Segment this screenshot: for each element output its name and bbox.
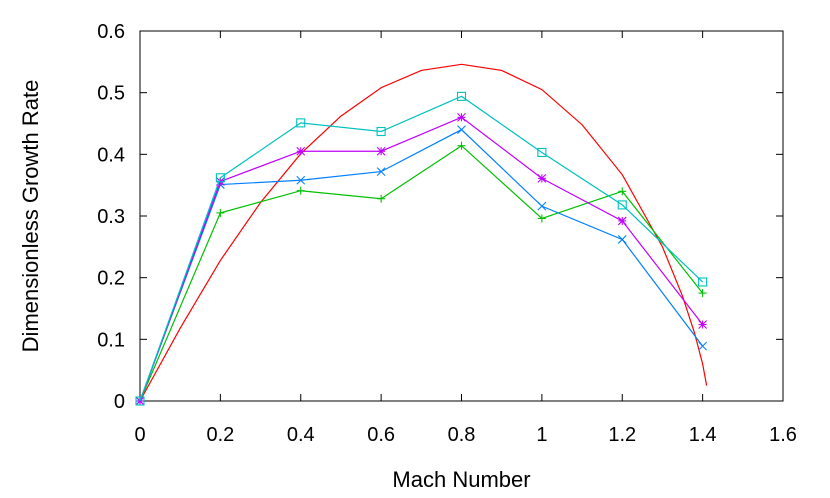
data-point <box>617 235 627 244</box>
data-point <box>537 201 547 211</box>
x-tick-label: 0.4 <box>287 424 315 446</box>
data-point <box>296 118 306 128</box>
data-point <box>618 187 627 196</box>
series-line <box>139 128 704 402</box>
x-tick-label: 1.4 <box>689 424 717 446</box>
y-tick-label: 0.3 <box>97 206 125 228</box>
data-point <box>457 125 466 135</box>
data-point <box>617 216 627 226</box>
x-tick-label: 0.8 <box>448 424 476 446</box>
curve-layer <box>139 63 708 402</box>
data-point <box>377 194 386 203</box>
data-point <box>215 173 225 183</box>
data-point <box>698 289 707 298</box>
series-line <box>139 95 704 402</box>
y-axis-label: Dimensionless Growth Rate <box>18 80 43 353</box>
axis-ticks: 0 0.2 0.4 0.6 0.8 1 1.2 1.4 1.6 0 0.1 0.2 0.3 0.4 0.5 0… <box>97 21 797 446</box>
data-point <box>376 146 386 156</box>
data-point <box>376 167 386 176</box>
data-point <box>456 91 467 101</box>
data-point <box>457 112 466 122</box>
y-tick-label: 0.2 <box>97 268 125 290</box>
data-point <box>135 396 145 406</box>
x-tick-label: 1.2 <box>608 424 636 446</box>
x-tick-label: 1 <box>536 424 547 446</box>
x-tick-label: 1.6 <box>769 424 797 446</box>
data-point <box>457 141 466 150</box>
data-point <box>698 320 708 329</box>
x-axis-label: Mach Number <box>392 467 530 492</box>
series-2 <box>135 125 708 406</box>
series-4 <box>135 91 708 406</box>
y-tick-label: 0.6 <box>97 21 125 43</box>
data-point <box>216 208 225 217</box>
y-tick-label: 0.1 <box>97 329 125 351</box>
data-point <box>537 173 547 183</box>
series-line <box>139 116 704 402</box>
plot-frame <box>139 30 784 402</box>
data-point <box>617 200 627 210</box>
x-tick-label: 0 <box>134 424 145 446</box>
data-point <box>296 146 306 156</box>
data-point <box>296 186 305 195</box>
data-point <box>537 147 547 158</box>
data-point <box>376 126 386 137</box>
y-tick-label: 0.4 <box>97 144 125 166</box>
data-point <box>296 175 306 185</box>
x-tick-label: 0.2 <box>206 424 234 446</box>
data-point <box>698 341 708 351</box>
y-tick-label: 0.5 <box>97 83 125 105</box>
data-point <box>698 277 708 287</box>
series-layer <box>135 91 708 406</box>
data-point <box>537 214 546 223</box>
curve-line <box>139 63 708 402</box>
y-tick-label: 0 <box>114 391 125 413</box>
x-tick-label: 0.6 <box>367 424 395 446</box>
